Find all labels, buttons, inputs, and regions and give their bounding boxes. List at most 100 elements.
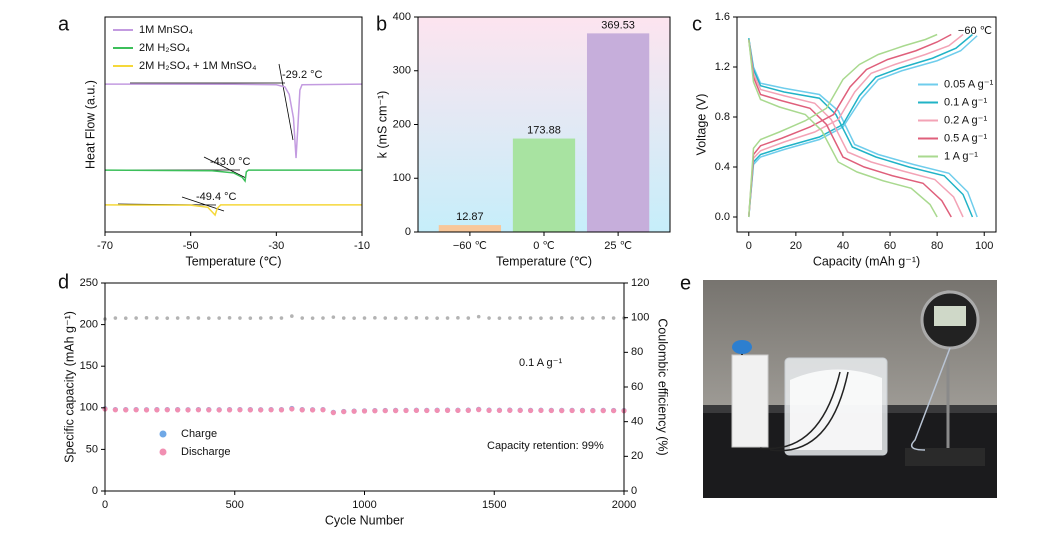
line bbox=[748, 39, 938, 218]
y-tick-label: 100 bbox=[80, 402, 98, 414]
point bbox=[445, 316, 450, 320]
annotation: -49.4 °C bbox=[196, 191, 237, 203]
y-tick-label: 0 bbox=[92, 485, 98, 497]
point bbox=[310, 316, 315, 320]
point bbox=[154, 407, 160, 413]
point bbox=[164, 407, 170, 413]
y-tick-label: 250 bbox=[80, 277, 98, 289]
point bbox=[278, 407, 285, 413]
point bbox=[144, 316, 149, 320]
x-tick-label: 0 ℃ bbox=[533, 240, 555, 252]
point bbox=[331, 315, 336, 319]
photo-white-box bbox=[731, 354, 769, 448]
point bbox=[404, 316, 408, 320]
point bbox=[424, 316, 429, 320]
point bbox=[466, 316, 471, 320]
x-tick-label: 2000 bbox=[612, 499, 636, 511]
point bbox=[487, 316, 491, 320]
point bbox=[330, 410, 336, 416]
point bbox=[527, 407, 534, 414]
point bbox=[424, 407, 430, 414]
point bbox=[351, 408, 357, 414]
y-axis-label: Voltage (V) bbox=[694, 94, 708, 156]
line bbox=[748, 38, 974, 218]
x-tick-label: 20 bbox=[790, 240, 802, 252]
point bbox=[226, 407, 233, 413]
point bbox=[373, 316, 377, 320]
legend-label: 0.1 A g⁻¹ bbox=[944, 96, 987, 108]
point bbox=[393, 408, 399, 414]
point bbox=[476, 314, 481, 319]
plot-frame bbox=[104, 16, 363, 233]
photo bbox=[703, 280, 997, 498]
point bbox=[123, 407, 129, 413]
panel-letter: d bbox=[58, 271, 69, 293]
x-tick-label: 0 bbox=[102, 499, 108, 511]
point bbox=[611, 408, 617, 414]
photo-stand-base bbox=[905, 448, 985, 466]
annotation: Capacity retention: 99% bbox=[487, 440, 604, 452]
point bbox=[175, 316, 180, 320]
point bbox=[549, 316, 554, 320]
legend-label: Charge bbox=[181, 428, 217, 440]
line bbox=[748, 33, 964, 218]
point bbox=[383, 316, 388, 320]
point bbox=[403, 407, 409, 414]
y-tick-label: 50 bbox=[86, 443, 98, 455]
y2-tick-label: 40 bbox=[631, 416, 643, 428]
y-tick-label: 0.8 bbox=[715, 111, 730, 123]
y-tick-label: 0.0 bbox=[715, 211, 730, 223]
legend-label: 2M H₂SO₄ + 1M MnSO₄ bbox=[139, 60, 257, 72]
point bbox=[361, 408, 368, 414]
point bbox=[341, 316, 346, 320]
y2-tick-label: 120 bbox=[631, 277, 649, 289]
point bbox=[310, 407, 316, 413]
y-tick-label: 0.4 bbox=[715, 161, 730, 173]
point bbox=[434, 407, 440, 414]
point bbox=[248, 316, 253, 320]
point bbox=[570, 316, 574, 320]
line bbox=[104, 83, 363, 159]
y-tick-label: 200 bbox=[80, 319, 98, 331]
y-tick-label: 0 bbox=[405, 226, 411, 238]
point bbox=[258, 316, 263, 320]
x-tick-label: 80 bbox=[931, 240, 943, 252]
point bbox=[507, 407, 513, 413]
annotation: −60 ℃ bbox=[958, 25, 992, 37]
y-tick-label: 1.2 bbox=[715, 61, 730, 73]
annotation: -43.0 °C bbox=[210, 156, 251, 168]
point bbox=[528, 316, 533, 320]
point bbox=[185, 407, 191, 413]
point bbox=[590, 408, 596, 414]
point bbox=[611, 316, 616, 320]
point bbox=[269, 316, 273, 320]
annotation: -29.2 °C bbox=[282, 69, 323, 81]
point bbox=[455, 407, 461, 414]
point bbox=[508, 316, 512, 320]
legend-label: 0.2 A g⁻¹ bbox=[944, 114, 987, 126]
point bbox=[352, 316, 356, 320]
point bbox=[320, 407, 326, 413]
point bbox=[207, 316, 211, 320]
point bbox=[559, 316, 564, 320]
line bbox=[748, 33, 952, 218]
legend-label: Discharge bbox=[181, 446, 231, 458]
photo-meter-screen bbox=[934, 306, 966, 326]
x-tick-label: 1000 bbox=[352, 499, 376, 511]
point bbox=[372, 408, 378, 414]
point bbox=[216, 407, 222, 413]
point bbox=[456, 316, 460, 320]
point bbox=[217, 316, 221, 320]
legend-label: 0.5 A g⁻¹ bbox=[944, 132, 987, 144]
legend-label: 1M MnSO₄ bbox=[139, 24, 194, 36]
panel-letter: e bbox=[680, 272, 691, 294]
line bbox=[748, 35, 978, 218]
point bbox=[227, 316, 232, 320]
x-tick-label: 0 bbox=[746, 240, 752, 252]
line bbox=[748, 38, 978, 218]
legend-label: 2M H₂SO₄ bbox=[139, 42, 190, 54]
annotation: 0.1 A g⁻¹ bbox=[519, 357, 562, 369]
point bbox=[300, 316, 305, 320]
point bbox=[539, 316, 543, 320]
bar bbox=[586, 33, 650, 232]
